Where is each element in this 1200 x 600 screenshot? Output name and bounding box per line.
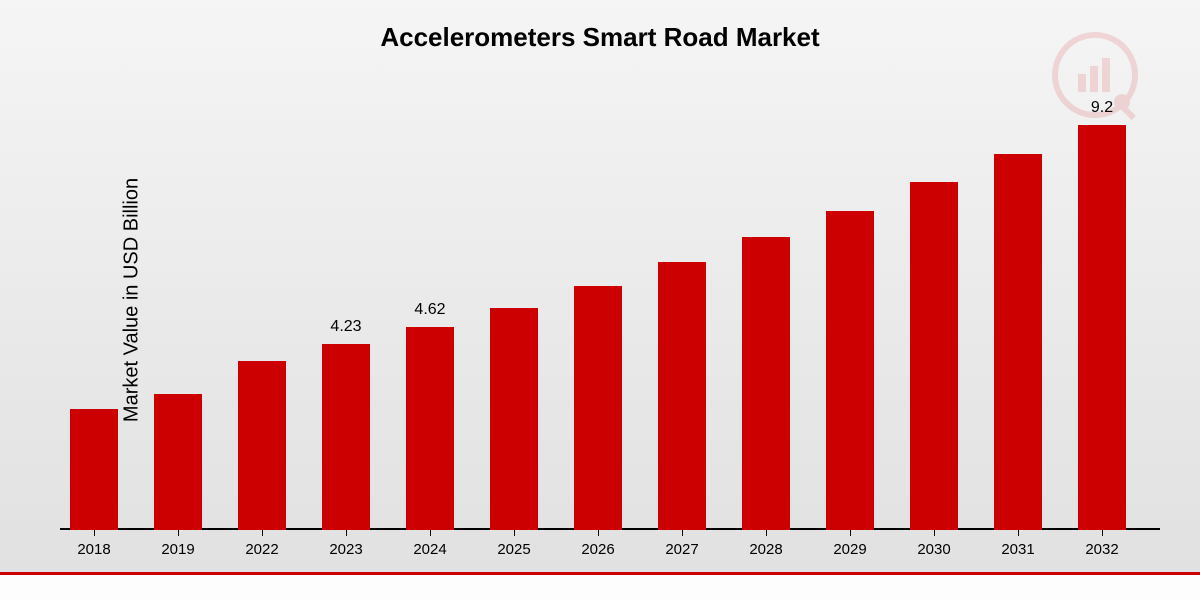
x-axis-category-label: 2030 bbox=[904, 541, 964, 558]
bar-column bbox=[742, 237, 790, 530]
bar bbox=[994, 154, 1042, 530]
plot-area: 2018201920224.2320234.622024202520262027… bbox=[60, 90, 1160, 530]
bar bbox=[406, 327, 454, 530]
x-axis-category-label: 2023 bbox=[316, 541, 376, 558]
bar-column bbox=[574, 286, 622, 530]
x-axis-category-label: 2022 bbox=[232, 541, 292, 558]
x-axis-tick bbox=[598, 530, 599, 536]
bar bbox=[826, 211, 874, 530]
bar bbox=[70, 409, 118, 530]
bar bbox=[322, 344, 370, 530]
bar-column bbox=[910, 182, 958, 530]
bar-column bbox=[154, 394, 202, 530]
x-axis-category-label: 2026 bbox=[568, 541, 628, 558]
x-axis-category-label: 2032 bbox=[1072, 541, 1132, 558]
x-axis-tick bbox=[1102, 530, 1103, 536]
bar bbox=[574, 286, 622, 530]
bar-column: 4.23 bbox=[322, 318, 370, 530]
x-axis-category-label: 2019 bbox=[148, 541, 208, 558]
bar-value-label: 4.62 bbox=[414, 301, 445, 319]
bar-column bbox=[826, 211, 874, 530]
x-axis-category-label: 2018 bbox=[64, 541, 124, 558]
x-axis-category-label: 2031 bbox=[988, 541, 1048, 558]
x-axis-tick bbox=[262, 530, 263, 536]
x-axis-tick bbox=[682, 530, 683, 536]
bar-column bbox=[70, 409, 118, 530]
footer-accent-bar bbox=[0, 572, 1200, 600]
x-axis-tick bbox=[514, 530, 515, 536]
chart-container: Accelerometers Smart Road Market Market … bbox=[0, 0, 1200, 600]
x-axis-category-label: 2024 bbox=[400, 541, 460, 558]
bar bbox=[1078, 125, 1126, 530]
x-axis-tick bbox=[178, 530, 179, 536]
bar-column bbox=[490, 308, 538, 530]
bar-value-label: 9.2 bbox=[1091, 99, 1113, 117]
x-axis-tick bbox=[934, 530, 935, 536]
bar bbox=[490, 308, 538, 530]
x-axis-tick bbox=[430, 530, 431, 536]
bar-column: 9.2 bbox=[1078, 99, 1126, 530]
bar-column bbox=[238, 361, 286, 530]
bar-column bbox=[658, 262, 706, 530]
x-axis-tick bbox=[766, 530, 767, 536]
bar-column bbox=[994, 154, 1042, 530]
x-axis-category-label: 2025 bbox=[484, 541, 544, 558]
x-axis-category-label: 2027 bbox=[652, 541, 712, 558]
x-axis-tick bbox=[1018, 530, 1019, 536]
bar bbox=[238, 361, 286, 530]
bar bbox=[910, 182, 958, 530]
bar bbox=[658, 262, 706, 530]
bar bbox=[742, 237, 790, 530]
chart-title: Accelerometers Smart Road Market bbox=[0, 22, 1200, 53]
bar-value-label: 4.23 bbox=[330, 318, 361, 336]
x-axis-tick bbox=[94, 530, 95, 536]
x-axis-category-label: 2028 bbox=[736, 541, 796, 558]
bar-column: 4.62 bbox=[406, 301, 454, 530]
x-axis-tick bbox=[346, 530, 347, 536]
x-axis-category-label: 2029 bbox=[820, 541, 880, 558]
bar bbox=[154, 394, 202, 530]
x-axis-tick bbox=[850, 530, 851, 536]
